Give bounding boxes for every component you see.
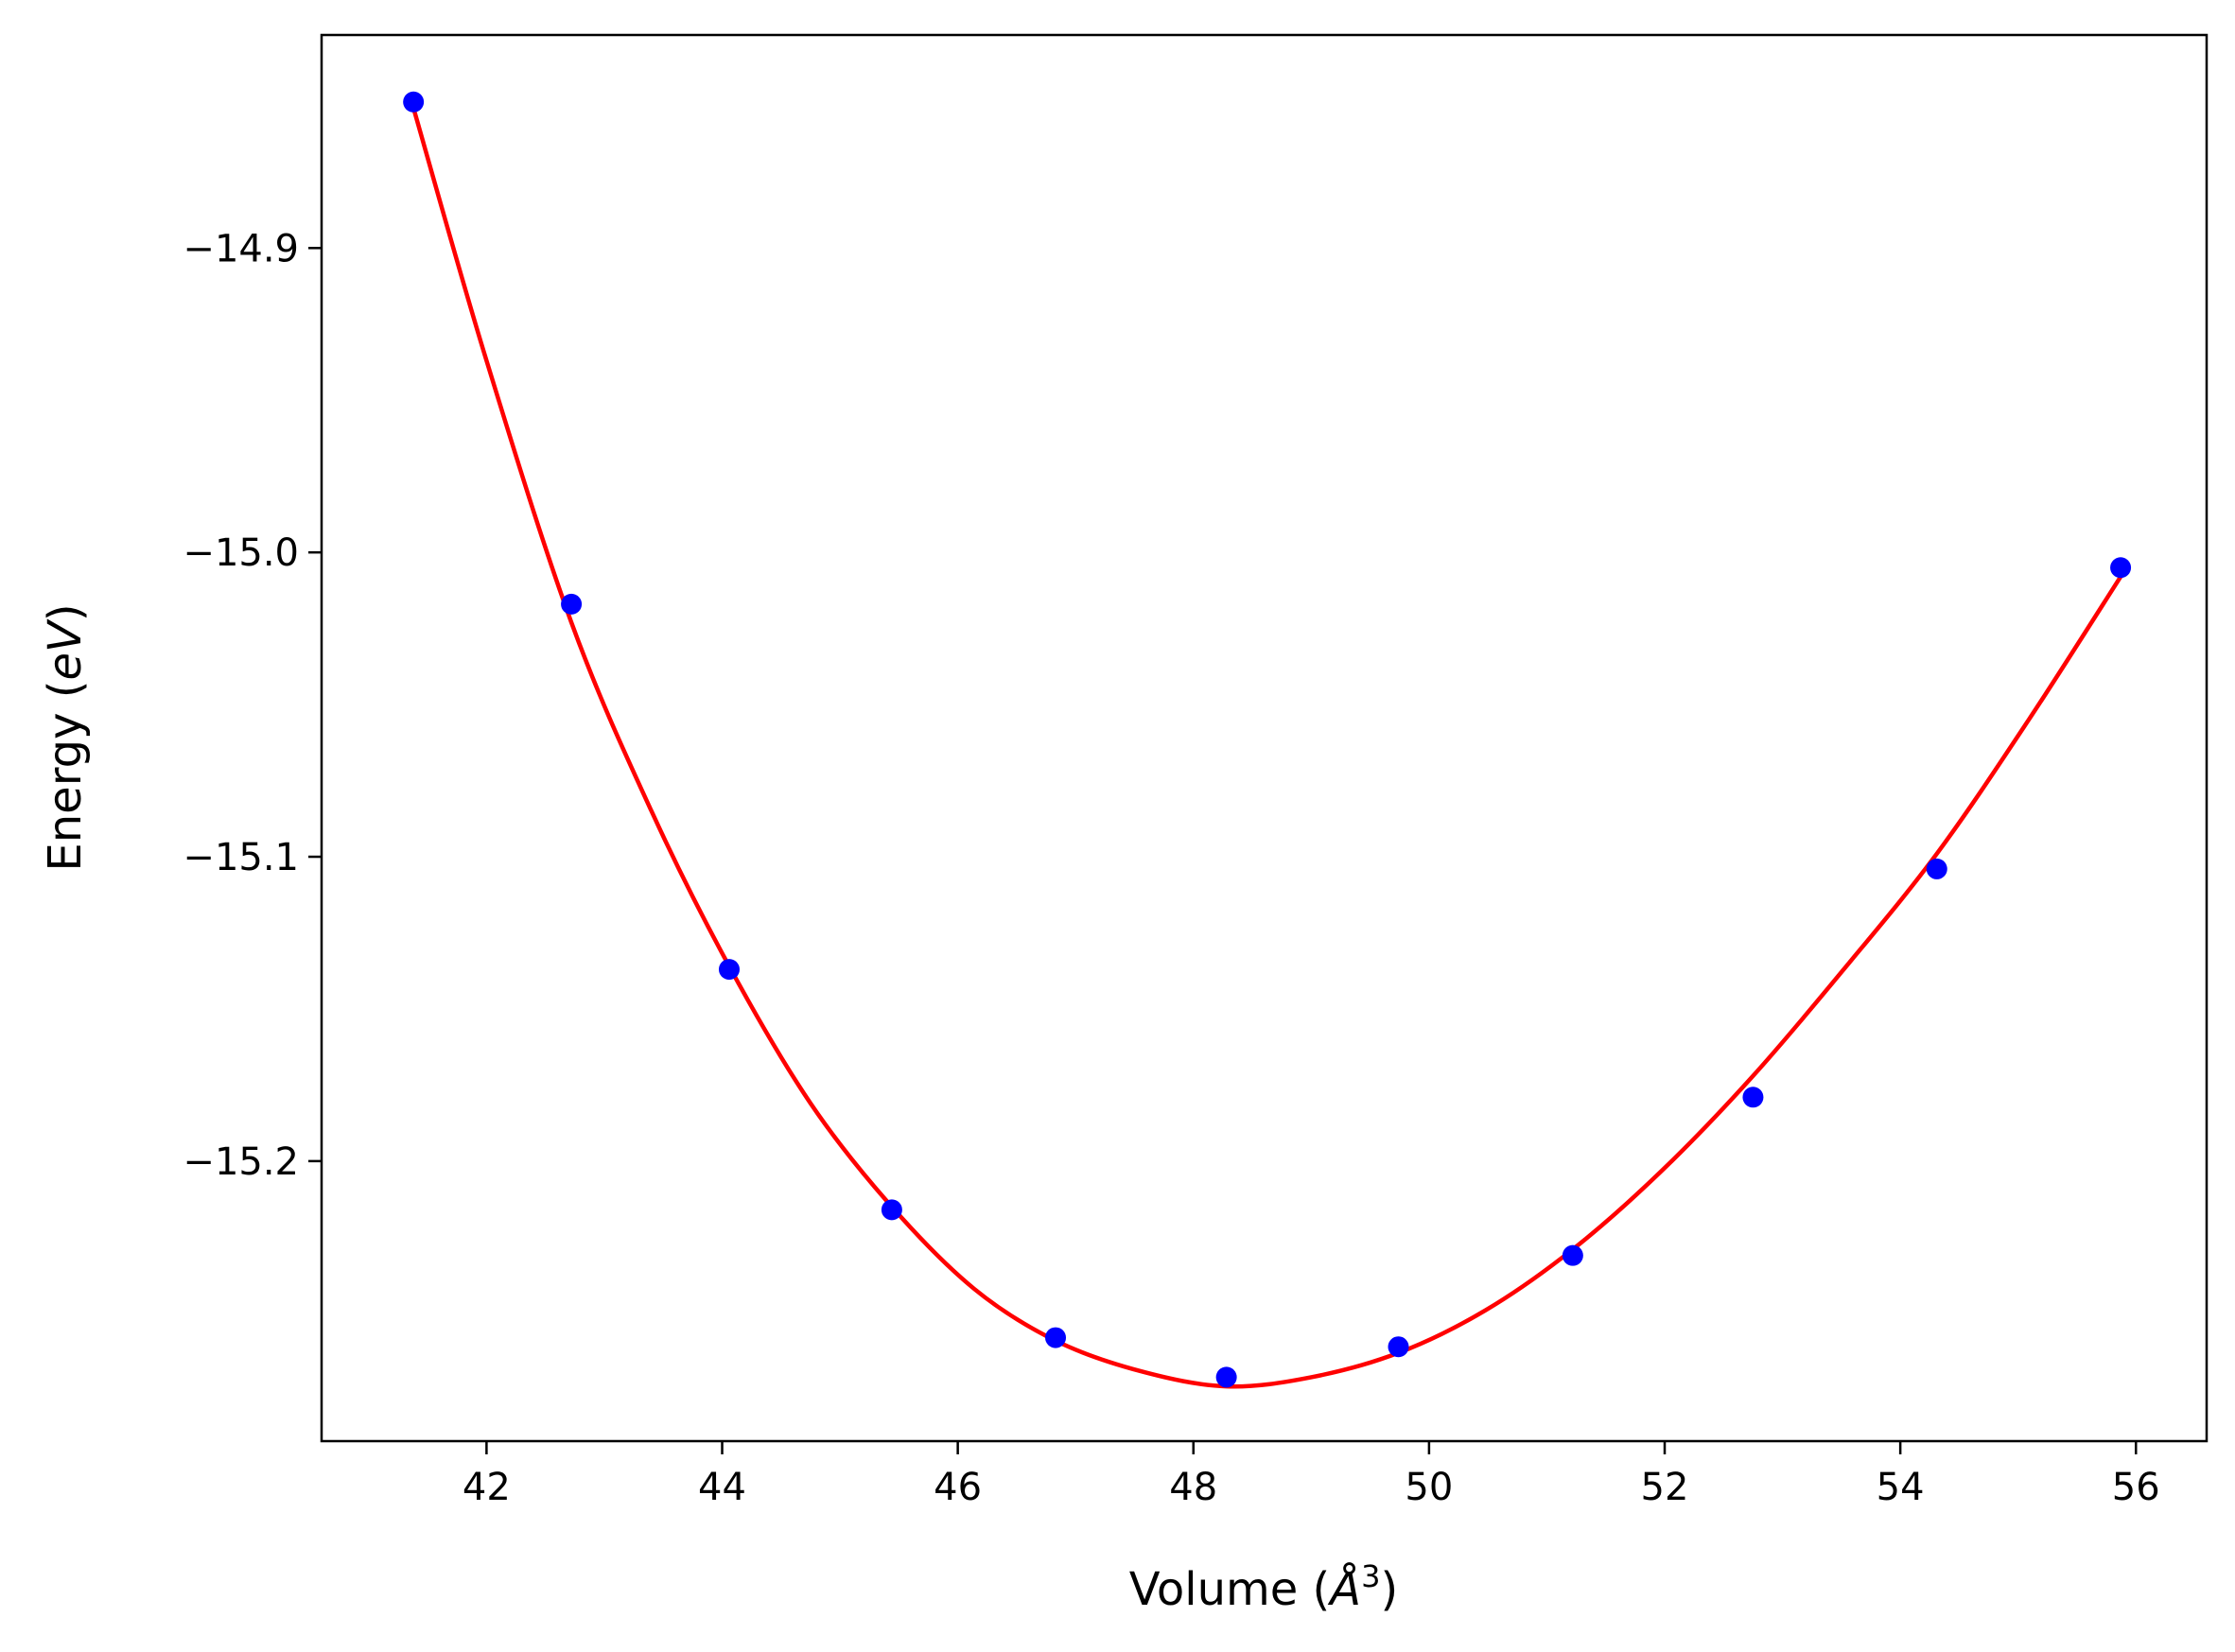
x-tick-label: 42 [463,1466,511,1509]
y-axis: −14.9 −15.0 −15.1 −15.2 [183,227,322,1184]
data-point [1215,1366,1237,1388]
data-point [2110,557,2132,579]
x-tick-label: 50 [1405,1466,1453,1509]
data-point [718,959,740,981]
x-tick-label: 54 [1877,1466,1925,1509]
data-point [881,1199,902,1221]
y-tick-label: −15.1 [183,836,299,879]
y-tick-label: −15.0 [183,531,299,575]
x-tick-label: 44 [698,1466,746,1509]
data-point [1742,1087,1764,1108]
data-point [561,593,583,615]
y-tick-label: −14.9 [183,227,299,270]
x-tick-label: 52 [1641,1466,1689,1509]
plot-area [403,91,2132,1389]
plot-frame [320,33,2209,1443]
y-tick-label: −15.2 [183,1140,299,1184]
data-point [1562,1244,1583,1266]
data-point [1045,1327,1067,1348]
y-axis-title: Energy (eV) [39,603,92,871]
x-tick-label: 48 [1169,1466,1217,1509]
fit-curve [410,105,2123,1389]
x-axis-title: Volume (Å3) [1129,1558,1398,1616]
x-tick-label: 46 [934,1466,982,1509]
data-point [1926,858,1947,879]
x-tick-label: 56 [2112,1466,2160,1509]
x-axis: 42 44 46 48 50 52 54 56 [463,1441,2160,1509]
data-point [403,91,425,113]
data-point [1388,1336,1409,1358]
